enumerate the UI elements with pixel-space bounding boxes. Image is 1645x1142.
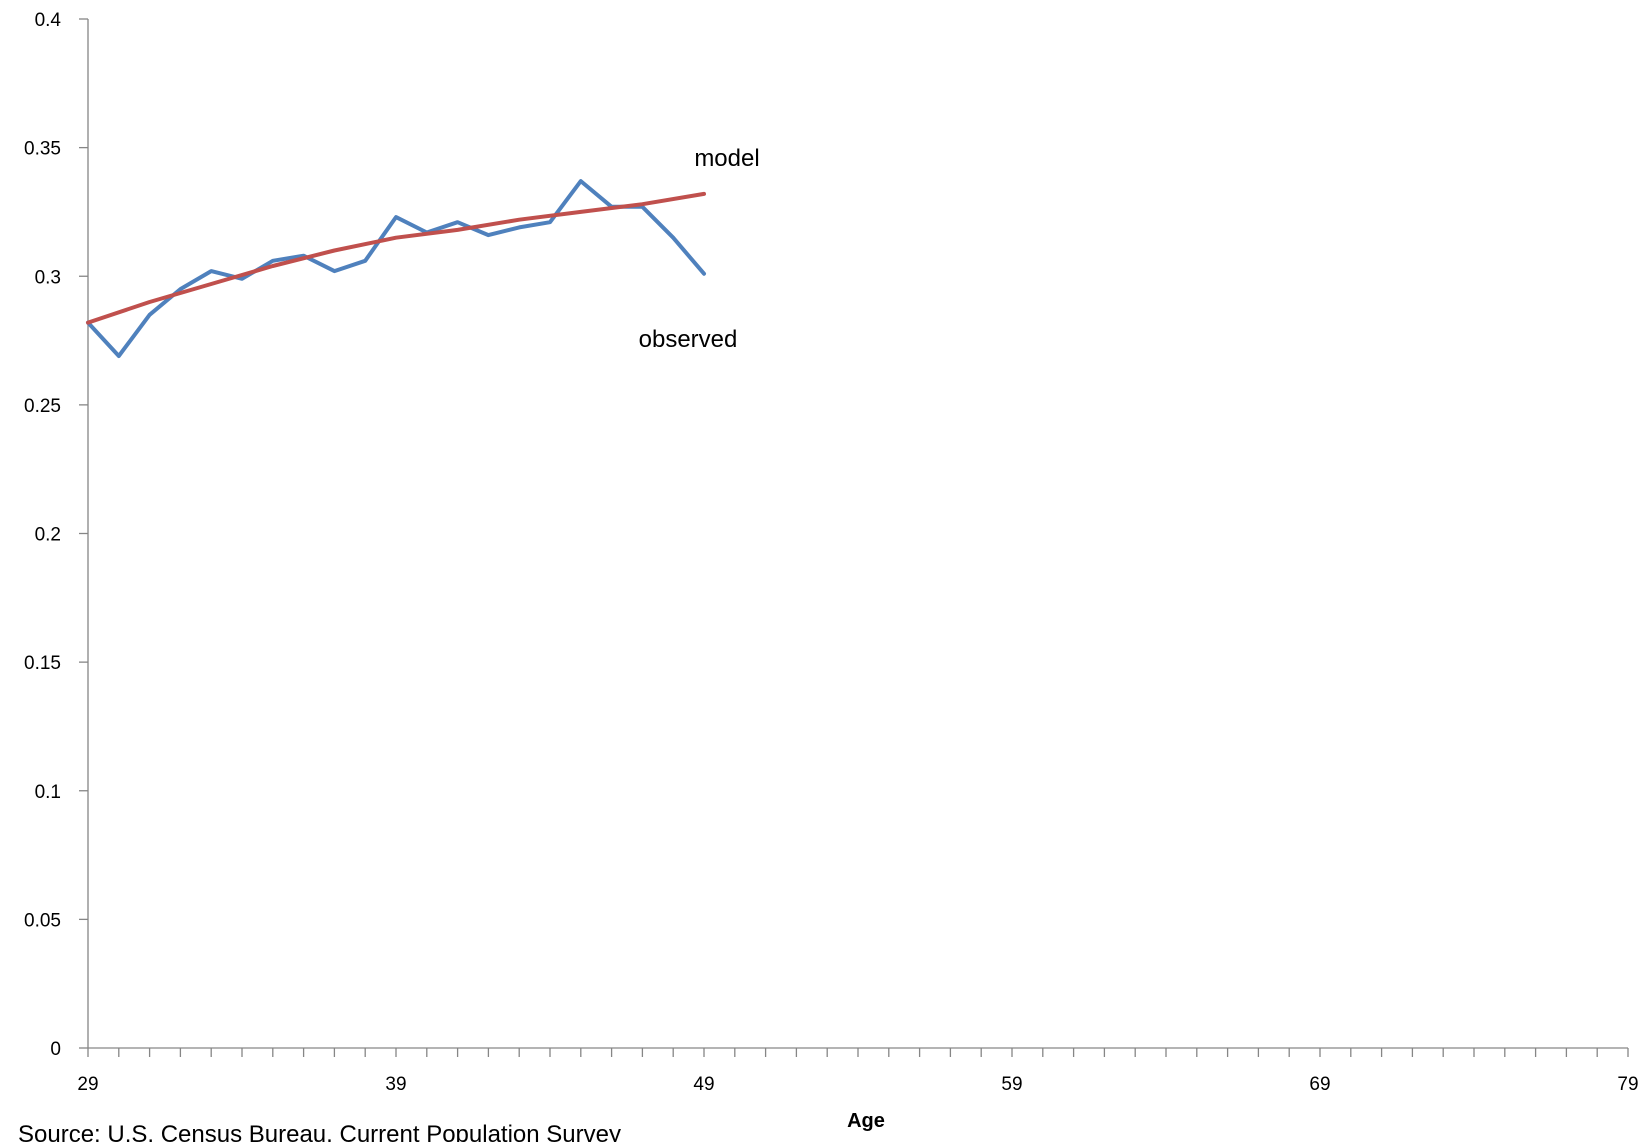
y-tick-label: 0.35 — [24, 139, 61, 160]
observed-annotation: observed — [639, 326, 738, 353]
y-tick-label: 0.3 — [35, 267, 61, 288]
series-line-observed — [86, 179, 706, 358]
y-tick-label: 0.4 — [35, 10, 62, 31]
model-annotation: model — [694, 145, 759, 172]
y-tick-label: 0.25 — [24, 396, 61, 417]
x-tick-label: 79 — [1617, 1074, 1638, 1095]
y-tick-label: 0.15 — [24, 653, 61, 674]
series-layer — [86, 179, 706, 358]
x-tick-label: 29 — [77, 1074, 98, 1095]
y-axis-ticks: 0 0.05 0.1 0.15 0.2 0.25 0.3 0.35 0.4 — [24, 10, 88, 1060]
series-line-model — [86, 191, 706, 325]
x-tick-label: 69 — [1309, 1074, 1330, 1095]
x-tick-label: 39 — [385, 1074, 406, 1095]
source-note: Source: U.S. Census Bureau, Current Popu… — [18, 1121, 621, 1142]
x-axis-title: Age — [847, 1110, 885, 1132]
y-tick-label: 0.05 — [24, 910, 61, 931]
y-tick-label: 0.2 — [35, 525, 61, 546]
x-tick-label: 49 — [693, 1074, 714, 1095]
y-tick-label: 0.1 — [35, 782, 61, 803]
x-tick-label: 59 — [1001, 1074, 1022, 1095]
y-tick-label: 0 — [50, 1039, 61, 1060]
x-axis-ticks: 29 39 49 59 69 79 — [77, 1048, 1639, 1095]
